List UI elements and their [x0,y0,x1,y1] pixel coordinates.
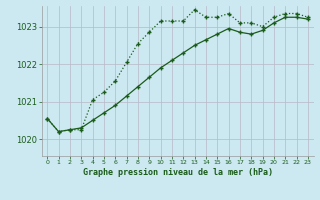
X-axis label: Graphe pression niveau de la mer (hPa): Graphe pression niveau de la mer (hPa) [83,168,273,177]
